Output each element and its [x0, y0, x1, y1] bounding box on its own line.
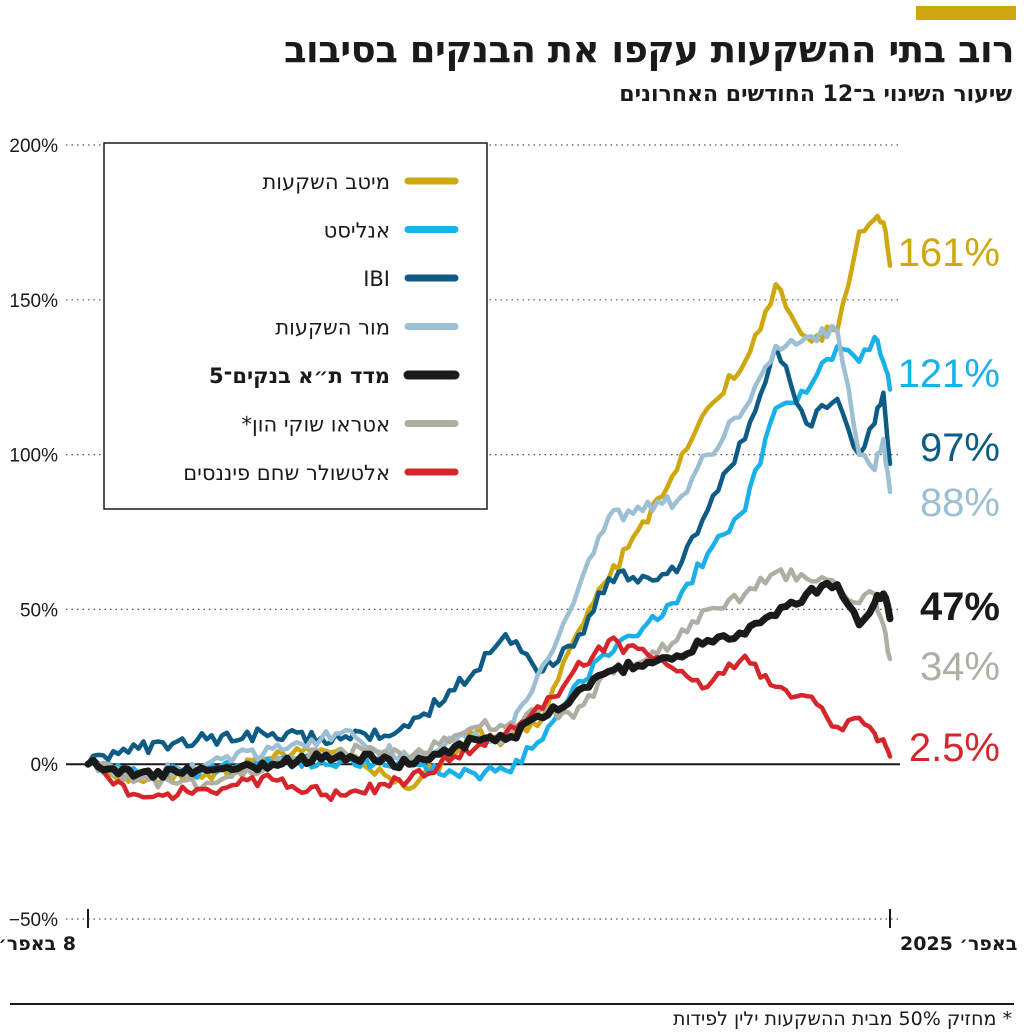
legend-label: מור השקעות [275, 316, 390, 340]
series-line [85, 567, 893, 792]
legend-label: אנליסט [324, 219, 390, 243]
chart-subtitle: שיעור השינוי ב־12 החודשים האחרונים [619, 82, 1012, 107]
end-value-label: 34% [920, 645, 1000, 689]
x-tick-label: 8 באפר׳ 2025 [900, 933, 1024, 955]
legend: מיטב השקעות אנליסט IBI מור השקעות מדד ת״א בנ… [103, 142, 488, 510]
end-value-label: 121% [898, 352, 1000, 396]
y-tick-label: 100% [9, 446, 58, 467]
series-line [85, 323, 893, 785]
y-tick-label: −50% [9, 910, 58, 931]
series-layer [84, 213, 894, 803]
series-line [85, 343, 893, 767]
y-tick-label: 200% [9, 136, 58, 157]
legend-label: IBI [363, 267, 390, 291]
end-value-label: 161% [898, 231, 1000, 275]
y-tick-label: 50% [20, 600, 58, 621]
end-value-label: 88% [920, 481, 1000, 525]
y-tick-label: 150% [9, 291, 58, 312]
footnote-divider [10, 1003, 1014, 1005]
accent-bar [916, 6, 1016, 20]
x-tick-label: 8 באפר׳ 2024 [0, 933, 76, 955]
end-value-label: 97% [920, 426, 1000, 470]
y-tick-label: 0% [31, 755, 59, 776]
end-labels: 161% 121% 97% 88% 47% 34% 2.5% [898, 231, 1000, 770]
legend-label: אטראו שוקי הון* [242, 413, 390, 437]
legend-label: מיטב השקעות [262, 170, 390, 194]
end-value-label: 47% [920, 585, 1000, 629]
legend-label: מדד ת״א בנקים־5 [209, 364, 390, 388]
footnote: * מחזיק 50% מבית ההשקעות ילין לפידות [673, 1008, 1012, 1030]
series-line [84, 579, 894, 781]
end-value-label: 2.5% [909, 726, 1000, 770]
chart-title: רוב בתי ההשקעות עקפו את הבנקים בסיבוב [283, 28, 1015, 71]
legend-label: אלטשולר שחם פיננסים [183, 461, 390, 485]
